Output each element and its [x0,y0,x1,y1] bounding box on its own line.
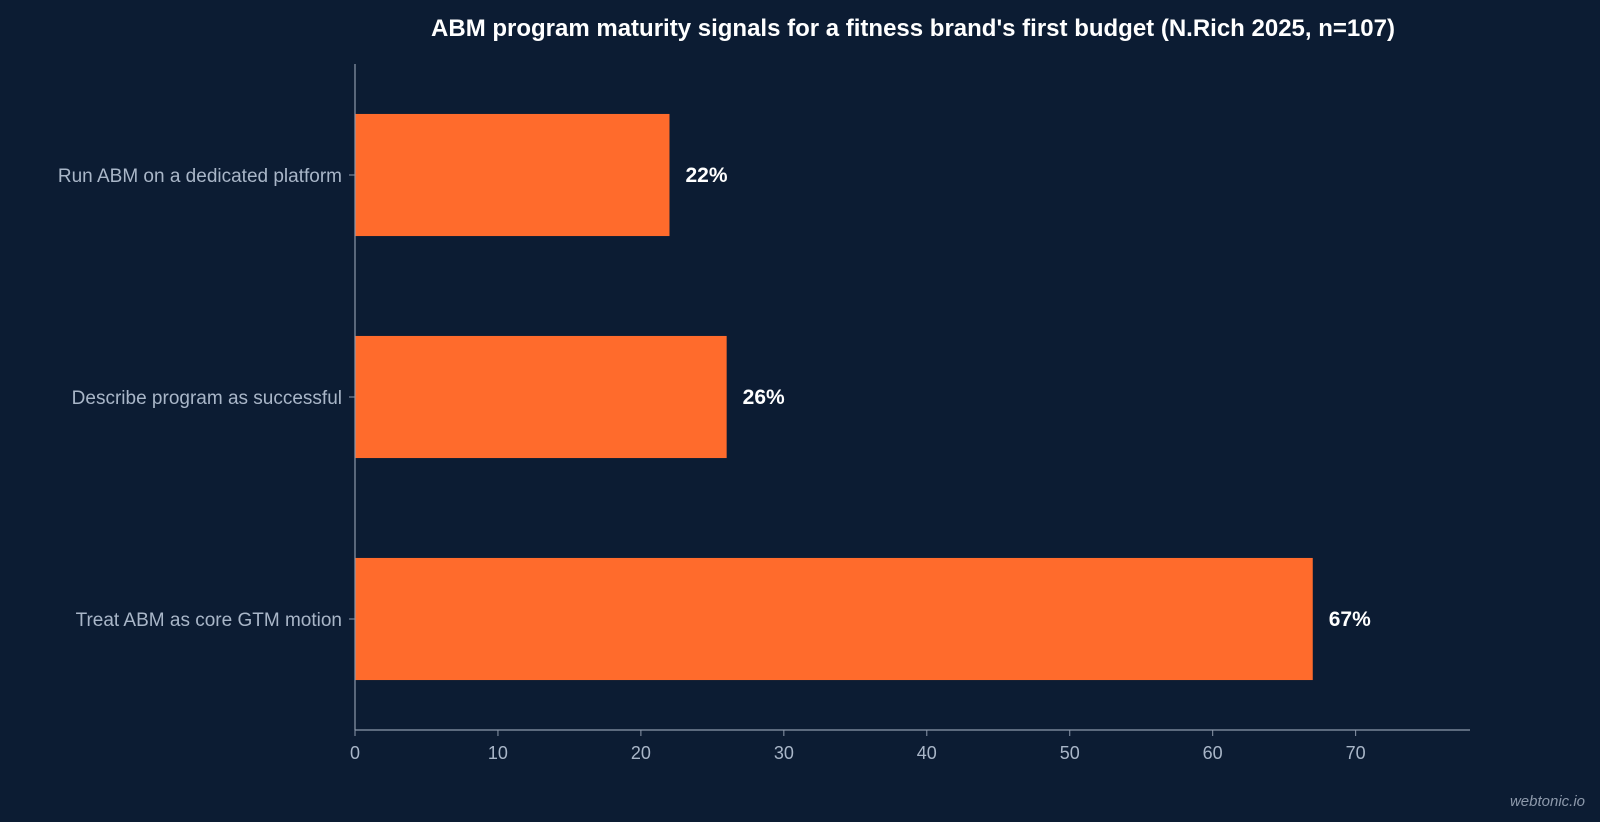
axes-layer: Run ABM on a dedicated platform Describe … [58,64,1470,763]
x-tick-label-60: 60 [1203,743,1223,763]
watermark: webtonic.io [1510,793,1585,810]
x-tick-label-10: 10 [488,743,508,763]
category-label-3: Treat ABM as core GTM motion [76,610,342,631]
bar-1 [355,113,670,237]
bars-layer: 22% 26% 67% [355,113,1371,681]
bar-value-label-1: 22% [685,164,727,187]
category-label-1: Run ABM on a dedicated platform [58,166,342,187]
x-tick-label-70: 70 [1346,743,1366,763]
x-tick-label-20: 20 [631,743,651,763]
category-label-2: Describe program as successful [72,388,342,409]
chart-title: ABM program maturity signals for a fitne… [431,15,1395,42]
x-tick-label-30: 30 [774,743,794,763]
x-tick-label-0: 0 [350,743,360,763]
bar-3 [355,557,1313,681]
bar-2 [355,335,727,459]
bar-value-label-2: 26% [743,386,785,409]
x-tick-label-40: 40 [917,743,937,763]
x-tick-label-50: 50 [1060,743,1080,763]
bar-value-label-3: 67% [1329,608,1371,631]
